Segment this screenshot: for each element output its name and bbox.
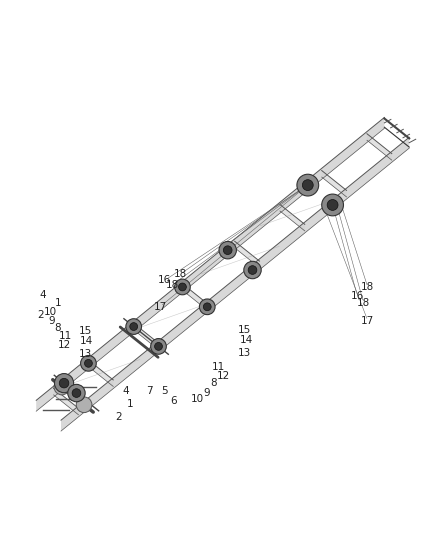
Text: 2: 2 xyxy=(116,411,122,422)
Polygon shape xyxy=(367,134,392,160)
Polygon shape xyxy=(53,389,78,415)
Text: 14: 14 xyxy=(80,336,93,346)
Circle shape xyxy=(175,279,190,295)
Circle shape xyxy=(199,299,215,314)
Circle shape xyxy=(54,374,74,393)
Text: 17: 17 xyxy=(154,302,167,312)
Circle shape xyxy=(244,261,261,279)
Text: 14: 14 xyxy=(239,335,253,345)
Text: 12: 12 xyxy=(58,340,71,350)
Circle shape xyxy=(223,246,232,255)
Text: 16: 16 xyxy=(351,291,364,301)
Polygon shape xyxy=(280,205,305,231)
Text: 9: 9 xyxy=(204,387,210,398)
Circle shape xyxy=(322,194,343,216)
Text: 13: 13 xyxy=(78,349,92,359)
Circle shape xyxy=(59,378,69,388)
Text: 12: 12 xyxy=(217,371,230,381)
Text: 5: 5 xyxy=(161,385,168,395)
Text: 4: 4 xyxy=(122,385,129,395)
Circle shape xyxy=(297,174,319,196)
Text: 8: 8 xyxy=(54,324,60,333)
Circle shape xyxy=(219,241,237,259)
Circle shape xyxy=(54,379,70,395)
Circle shape xyxy=(327,199,338,211)
Text: 1: 1 xyxy=(55,298,61,309)
Text: 18: 18 xyxy=(361,282,374,293)
Text: 2: 2 xyxy=(37,310,44,320)
Polygon shape xyxy=(88,360,113,386)
Text: 18: 18 xyxy=(174,269,187,279)
Text: 17: 17 xyxy=(361,316,374,326)
Polygon shape xyxy=(235,241,259,268)
Polygon shape xyxy=(183,284,207,310)
Text: 4: 4 xyxy=(39,290,46,300)
Polygon shape xyxy=(61,138,409,431)
Circle shape xyxy=(126,319,141,334)
Text: 8: 8 xyxy=(211,378,217,388)
Circle shape xyxy=(151,338,166,354)
Text: 10: 10 xyxy=(43,307,57,317)
Circle shape xyxy=(130,322,138,330)
Circle shape xyxy=(85,359,92,367)
Text: 1: 1 xyxy=(127,399,133,409)
Text: 16: 16 xyxy=(158,276,171,286)
Text: 18: 18 xyxy=(166,280,179,290)
Text: 11: 11 xyxy=(212,362,225,373)
Text: 11: 11 xyxy=(59,331,72,341)
Text: 10: 10 xyxy=(191,394,204,404)
Text: 13: 13 xyxy=(238,348,251,358)
Circle shape xyxy=(81,356,96,371)
Text: 15: 15 xyxy=(78,326,92,336)
Circle shape xyxy=(72,389,81,398)
Circle shape xyxy=(68,384,85,402)
Circle shape xyxy=(302,180,313,191)
Polygon shape xyxy=(36,117,385,411)
Text: 7: 7 xyxy=(146,385,153,395)
Circle shape xyxy=(203,303,211,311)
Circle shape xyxy=(179,283,186,291)
Polygon shape xyxy=(134,324,159,350)
Circle shape xyxy=(76,397,92,413)
Text: 15: 15 xyxy=(238,325,251,335)
Circle shape xyxy=(248,265,257,274)
Polygon shape xyxy=(322,171,346,197)
Text: 9: 9 xyxy=(48,316,55,326)
Circle shape xyxy=(155,343,162,350)
Text: 6: 6 xyxy=(170,395,177,406)
Text: 18: 18 xyxy=(357,297,370,308)
